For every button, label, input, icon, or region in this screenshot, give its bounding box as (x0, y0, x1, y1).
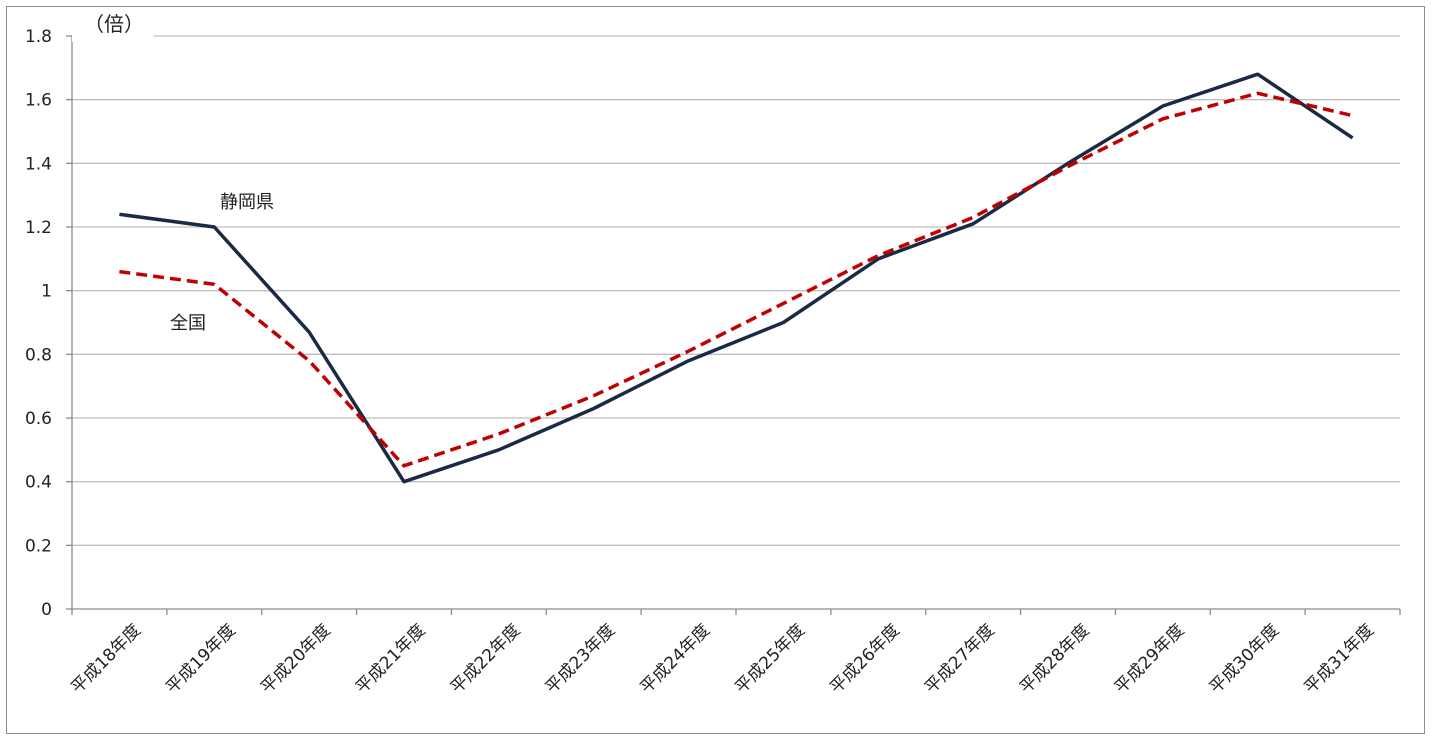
x-tick-label: 平成18年度 (67, 620, 145, 698)
axes (66, 35, 1401, 615)
y-tick-label: 1 (41, 282, 52, 302)
y-tick-labels: 0 0.2 0.4 0.6 0.8 1 1.2 1.4 1.6 1.8 (25, 27, 52, 620)
y-tick-label: 0 (41, 600, 52, 620)
x-tick-label: 平成25年度 (731, 620, 809, 698)
series-lines (119, 72, 1354, 484)
x-tick-label: 平成22年度 (447, 620, 525, 698)
x-tick-label: 平成24年度 (637, 620, 715, 698)
x-tick-label: 平成21年度 (352, 620, 430, 698)
gridlines (72, 35, 1400, 546)
series-label-national: 全国 (170, 313, 206, 334)
series-label-shizuoka: 静岡県 (220, 192, 274, 213)
y-tick-label: 0.6 (25, 409, 52, 429)
series-line-shizuoka (119, 72, 1354, 484)
y-tick-label: 1.2 (25, 218, 52, 238)
chart-frame (6, 6, 1425, 734)
x-tick-label: 平成30年度 (1206, 620, 1284, 698)
x-tick-label: 平成19年度 (162, 620, 240, 698)
y-tick-label: 0.2 (25, 536, 52, 556)
y-tick-label: 0.8 (25, 345, 52, 365)
y-tick-label: 0.4 (25, 473, 52, 493)
x-tick-label: 平成23年度 (542, 620, 620, 698)
unit-label-background (72, 8, 154, 42)
x-tick-label: 平成31年度 (1301, 620, 1379, 698)
y-tick-label: 1.6 (25, 91, 52, 111)
x-tick-label: 平成28年度 (1016, 620, 1094, 698)
series-line-national (119, 91, 1354, 468)
y-unit-label: （倍） (84, 12, 144, 36)
x-tick-label: 平成27年度 (921, 620, 999, 698)
y-tick-label: 1.4 (25, 154, 52, 174)
x-tick-label: 平成20年度 (257, 620, 335, 698)
x-tick-labels: 平成18年度 平成19年度 平成20年度 平成21年度 平成22年度 平成23年度 平成24… (67, 620, 1378, 698)
y-tick-label: 1.8 (25, 27, 52, 47)
x-tick-label: 平成26年度 (826, 620, 904, 698)
x-tick-label: 平成29年度 (1111, 620, 1189, 698)
